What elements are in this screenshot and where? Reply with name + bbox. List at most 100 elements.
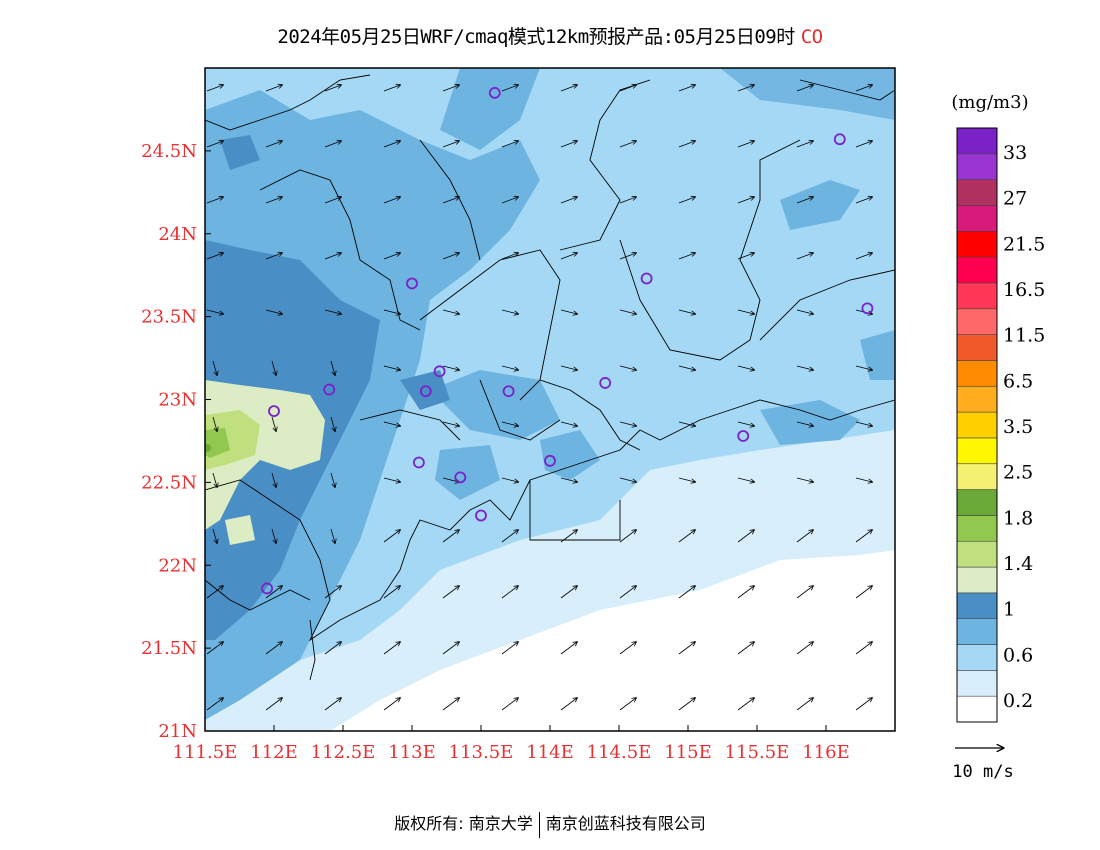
copyright-footer: 版权所有: 南京大学 南京创蓝科技有限公司 [0, 810, 1100, 838]
wind-arrow [855, 197, 872, 204]
wind-arrow [737, 698, 754, 711]
wind-arrow [501, 698, 518, 711]
wind-arrow [678, 141, 695, 148]
legend-unit: (mg/m3) [951, 92, 1028, 113]
wind-arrow [560, 698, 577, 711]
wind-arrow [212, 360, 217, 375]
wind-arrow [501, 365, 518, 370]
colorbar-segment [956, 282, 998, 310]
wind-arrow [501, 253, 518, 260]
wind-arrow [383, 421, 400, 426]
wind-arrow [501, 421, 518, 426]
wind-arrow [212, 472, 217, 487]
wind-arrow [855, 141, 872, 148]
colorbar-segment [956, 231, 998, 258]
wind-arrow [442, 421, 459, 426]
wind-arrow [265, 698, 282, 711]
y-tick-label: 21.5N [141, 638, 197, 659]
wind-arrow [330, 360, 335, 375]
wind-arrow [796, 421, 813, 426]
wind-arrow [678, 421, 695, 426]
wind-arrow [265, 586, 282, 599]
wind-arrow [271, 472, 276, 487]
wind-arrow [324, 642, 341, 655]
colorbar-segment [956, 411, 998, 439]
wind-arrow [442, 530, 459, 543]
copyright-left: 版权所有: 南京大学 [394, 814, 533, 833]
wind-vectors [206, 85, 872, 711]
colorbar-segment [956, 179, 998, 206]
y-axis: 21N 21.5N 22N 22.5N 23N 23.5N 24N 24.5N [141, 141, 211, 742]
wind-arrow [442, 141, 459, 148]
wind-arrow [560, 642, 577, 655]
wind-arrow [212, 528, 217, 543]
wind-arrow [442, 586, 459, 599]
title-text: 2024年05月25日WRF/cmaq模式12km预报产品:05月25日09时 [277, 26, 795, 48]
colorbar-segment [956, 489, 998, 516]
colorbar-segment [956, 153, 998, 180]
colorbar-segment [956, 644, 998, 671]
wind-arrow [855, 698, 872, 711]
colorbar-segment [956, 385, 998, 413]
colorbar-segment [956, 695, 998, 723]
wind-arrow [855, 85, 872, 92]
wind-arrow [796, 530, 813, 543]
wind-arrow [560, 477, 577, 482]
colorbar-segment [956, 360, 998, 387]
wind-arrow [330, 528, 335, 543]
colorbar-segment [956, 256, 998, 284]
wind-arrow [737, 309, 754, 314]
wind-arrow [271, 416, 276, 431]
wind-arrow [619, 586, 636, 599]
wind-arrow [796, 85, 813, 92]
wind-arrow [330, 416, 335, 431]
wind-arrow [383, 197, 400, 204]
x-tick-label: 112E [250, 742, 298, 763]
station-marker [268, 405, 280, 418]
y-tick-label: 21N [158, 721, 197, 742]
wind-arrow [560, 253, 577, 260]
wind-arrow [206, 197, 223, 204]
species-label: CO [800, 26, 823, 48]
wind-arrow [619, 365, 636, 370]
wind-arrow [560, 530, 577, 543]
wind-arrow [855, 421, 872, 426]
station-marker [406, 277, 418, 290]
wind-arrow [619, 197, 636, 204]
wind-arrow [619, 85, 636, 92]
wind-arrow [678, 698, 695, 711]
colorbar-segment [956, 566, 998, 594]
wind-arrow [737, 421, 754, 426]
wind-arrow [678, 365, 695, 370]
wind-arrow [324, 698, 341, 711]
footer-separator [538, 811, 540, 838]
wind-arrow [265, 253, 282, 260]
wind-arrow [560, 421, 577, 426]
wind-arrow [678, 197, 695, 204]
copyright-right: 南京创蓝科技有限公司 [545, 814, 706, 833]
wind-arrow [678, 530, 695, 543]
wind-arrow [796, 586, 813, 599]
wind-arrow [206, 141, 223, 148]
colorbar-label: 11.5 [1003, 325, 1045, 347]
station-marker [502, 385, 515, 398]
wind-arrow [383, 477, 400, 482]
wind-arrow [560, 365, 577, 370]
wind-arrow [501, 642, 518, 655]
colorbar-label: 1 [1003, 599, 1015, 621]
colorbar-label: 0.2 [1003, 690, 1033, 712]
station-marker [261, 582, 274, 595]
map-title: 2024年05月25日WRF/cmaq模式12km预报产品:05月25日09时 C… [0, 22, 1100, 49]
colorbar-label: 2.5 [1003, 462, 1033, 484]
station-marker [737, 430, 750, 442]
wind-arrow [737, 477, 754, 482]
wind-arrow [855, 477, 872, 482]
wind-arrow [206, 698, 223, 711]
wind-arrow [855, 586, 872, 599]
wind-arrow [442, 642, 459, 655]
wind-arrow [383, 530, 400, 543]
wind-arrow [619, 253, 636, 260]
wind-arrow [442, 85, 459, 92]
wind-arrow [796, 642, 813, 655]
